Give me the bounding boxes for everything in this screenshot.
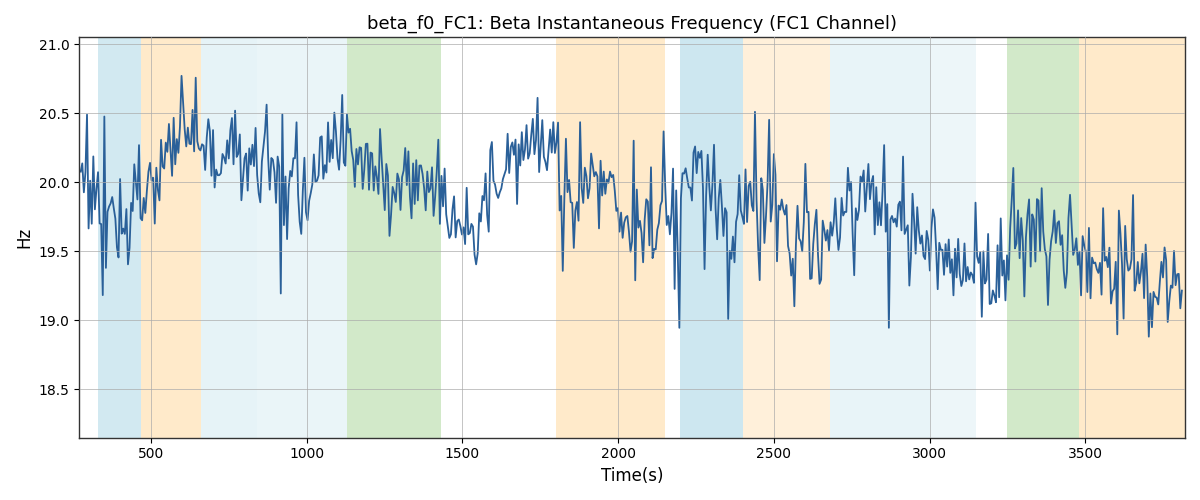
X-axis label: Time(s): Time(s) xyxy=(601,467,664,485)
Bar xyxy=(200,38,257,438)
Bar xyxy=(142,38,200,438)
Bar xyxy=(257,38,347,438)
Bar xyxy=(347,38,440,438)
Bar xyxy=(743,38,830,438)
Bar xyxy=(830,38,930,438)
Bar xyxy=(556,38,665,438)
Bar xyxy=(680,38,743,438)
Y-axis label: Hz: Hz xyxy=(14,227,32,248)
Bar xyxy=(1008,38,1079,438)
Bar xyxy=(1079,38,1184,438)
Title: beta_f0_FC1: Beta Instantaneous Frequency (FC1 Channel): beta_f0_FC1: Beta Instantaneous Frequenc… xyxy=(367,15,898,34)
Bar xyxy=(98,38,142,438)
Bar xyxy=(930,38,977,438)
